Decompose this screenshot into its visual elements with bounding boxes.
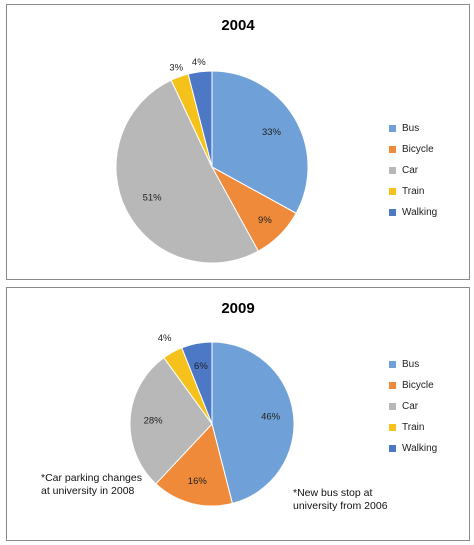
legend-label: Walking	[402, 207, 438, 218]
annotation-new-bus-stop: *New bus stop at university from 2006	[293, 487, 388, 512]
slice-label-bicycle: 16%	[188, 476, 208, 487]
legend-swatch	[389, 125, 396, 132]
legend: Bus Bicycle Car Train Walking	[389, 118, 437, 223]
pie-slice-walking	[181, 341, 213, 425]
legend-label: Walking	[402, 443, 438, 454]
legend-item-bicycle: Bicycle	[389, 375, 437, 396]
annotation-car-parking: *Car parking changes at university in 20…	[41, 472, 142, 497]
pie-slice-bus	[211, 70, 309, 214]
slice-label-bicycle: 9%	[258, 215, 272, 226]
legend: Bus Bicycle Car Train Walking	[389, 354, 437, 459]
legend-label: Bus	[402, 123, 420, 134]
legend-item-train: Train	[389, 417, 437, 438]
slice-label-train: 3%	[169, 63, 183, 74]
slice-label-train: 4%	[158, 333, 172, 344]
legend-swatch	[389, 361, 396, 368]
legend-item-train: Train	[389, 181, 437, 202]
chart-title: 2009	[221, 300, 255, 317]
slice-label-bus: 46%	[261, 412, 281, 423]
legend-item-car: Car	[389, 160, 437, 181]
legend-swatch	[389, 188, 396, 195]
pie-chart-2009: 46% 16% 28% 4% 6%	[129, 333, 295, 507]
slice-label-walking: 6%	[194, 361, 208, 372]
legend-swatch	[389, 167, 396, 174]
legend-item-bicycle: Bicycle	[389, 139, 437, 160]
slice-label-car: 51%	[143, 193, 163, 204]
legend-label: Bicycle	[402, 380, 434, 391]
legend-label: Train	[402, 422, 425, 433]
legend-label: Bicycle	[402, 144, 434, 155]
slice-label-bus: 33%	[262, 127, 282, 138]
pie-chart-2004: 33% 9% 51% 3% 4%	[115, 57, 309, 264]
legend-item-car: Car	[389, 396, 437, 417]
pie-slice-bicycle	[155, 422, 233, 507]
legend-swatch	[389, 209, 396, 216]
legend-swatch	[389, 146, 396, 153]
chart-panel-2004: 2004 33% 9% 51% 3% 4% Bus Bicycle Car Train …	[6, 4, 470, 280]
pie-slice-car	[129, 356, 213, 485]
pie-slice-bus	[211, 341, 295, 505]
chart-panel-2009: 2009 46% 16% 28% 4% 6% Bus Bicycle Car Train…	[6, 287, 470, 541]
legend-label: Train	[402, 186, 425, 197]
legend-item-walking: Walking	[389, 202, 437, 223]
legend-label: Bus	[402, 359, 420, 370]
slice-label-walking: 4%	[192, 57, 206, 68]
legend-item-bus: Bus	[389, 354, 437, 375]
legend-swatch	[389, 382, 396, 389]
legend-swatch	[389, 403, 396, 410]
slice-label-car: 28%	[144, 415, 164, 426]
pie-slice-walking	[187, 70, 213, 168]
pie-slice-car	[115, 79, 259, 264]
chart-title: 2004	[221, 17, 255, 34]
legend-item-walking: Walking	[389, 438, 437, 459]
legend-swatch	[389, 424, 396, 431]
legend-item-bus: Bus	[389, 118, 437, 139]
legend-label: Car	[402, 401, 419, 412]
legend-swatch	[389, 445, 396, 452]
legend-label: Car	[402, 165, 419, 176]
